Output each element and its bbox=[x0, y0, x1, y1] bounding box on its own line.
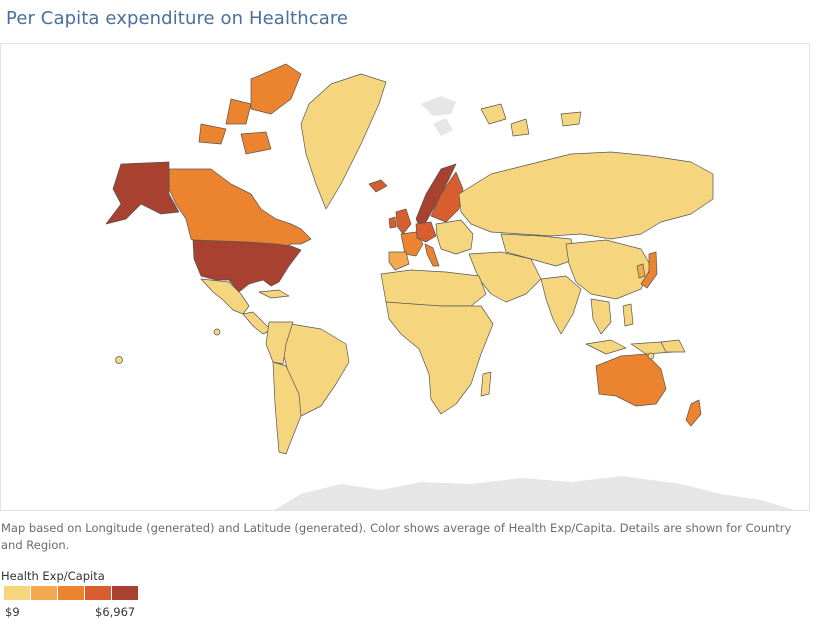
country-china[interactable] bbox=[565, 239, 652, 300]
country-north-africa[interactable] bbox=[380, 269, 487, 307]
world-map[interactable] bbox=[0, 43, 810, 511]
country-alaska-usa[interactable] bbox=[105, 161, 180, 225]
country-canada-arctic-islands[interactable] bbox=[198, 63, 302, 155]
country-colombia-venezuela-peru[interactable] bbox=[265, 321, 294, 365]
country-pacific-island[interactable] bbox=[647, 352, 655, 360]
country-central-america[interactable] bbox=[242, 311, 272, 335]
country-sub-saharan-africa[interactable] bbox=[385, 301, 494, 415]
country-eastern-europe[interactable] bbox=[435, 219, 474, 255]
legend-color-scale[interactable] bbox=[4, 586, 139, 600]
legend-max-label: $6,967 bbox=[95, 605, 136, 619]
country-bermuda[interactable] bbox=[213, 328, 221, 336]
country-southeast-asia[interactable] bbox=[590, 298, 612, 335]
country-united-states[interactable] bbox=[192, 239, 302, 293]
country-argentina-chile[interactable] bbox=[272, 361, 302, 455]
legend-title: Health Exp/Capita bbox=[1, 569, 105, 583]
map-caption: Map based on Longitude (generated) and L… bbox=[1, 521, 792, 552]
country-cuba[interactable] bbox=[258, 289, 290, 299]
legend-swatch-4 bbox=[85, 586, 111, 600]
arctic-islands-no-data bbox=[421, 96, 456, 136]
legend-min-label: $9 bbox=[5, 605, 20, 619]
country-russia[interactable] bbox=[458, 151, 714, 240]
country-spain-portugal[interactable] bbox=[388, 251, 410, 271]
country-philippines[interactable] bbox=[622, 303, 634, 327]
country-new-zealand[interactable] bbox=[685, 399, 702, 427]
world-map-canvas[interactable] bbox=[1, 44, 810, 511]
country-greenland[interactable] bbox=[300, 73, 387, 210]
country-japan[interactable] bbox=[640, 251, 658, 289]
country-india[interactable] bbox=[540, 275, 582, 335]
map-title: Per Capita expenditure on Healthcare bbox=[6, 8, 349, 29]
country-canada[interactable] bbox=[168, 168, 312, 250]
country-central-asia[interactable] bbox=[500, 233, 577, 267]
country-middle-east[interactable] bbox=[468, 251, 542, 303]
legend-swatch-1 bbox=[4, 586, 30, 600]
country-madagascar[interactable] bbox=[480, 371, 492, 397]
country-hawaii-usa[interactable] bbox=[115, 356, 123, 364]
country-italy[interactable] bbox=[424, 243, 440, 267]
antarctica-no-data bbox=[274, 476, 795, 510]
legend-swatch-2 bbox=[31, 586, 57, 600]
country-australia[interactable] bbox=[595, 353, 667, 407]
country-iceland[interactable] bbox=[368, 179, 388, 193]
country-papua-new-guinea[interactable] bbox=[660, 339, 686, 353]
country-germany-benelux[interactable] bbox=[415, 221, 437, 243]
country-sweden-finland[interactable] bbox=[430, 171, 464, 223]
legend-swatch-3 bbox=[58, 586, 84, 600]
country-ireland[interactable] bbox=[388, 216, 397, 229]
country-united-kingdom[interactable] bbox=[395, 208, 412, 235]
country-russia-arctic-islands[interactable] bbox=[480, 103, 582, 137]
legend-swatch-5 bbox=[112, 586, 138, 600]
country-south-korea[interactable] bbox=[636, 263, 646, 279]
country-indonesia[interactable] bbox=[585, 339, 674, 355]
